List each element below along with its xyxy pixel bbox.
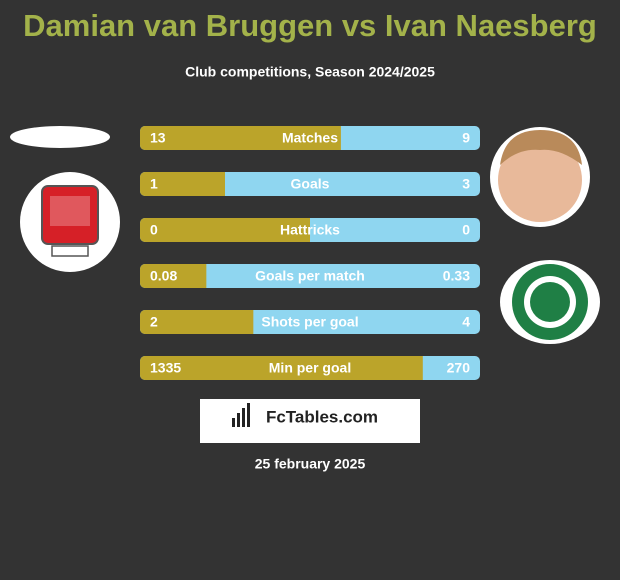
left-value: 13 (150, 130, 166, 146)
left-club-logo (20, 172, 120, 272)
right-value: 3 (462, 176, 470, 192)
subtitle: Club competitions, Season 2024/2025 (185, 64, 435, 80)
left-value: 1335 (150, 360, 181, 376)
title: Damian van Bruggen vs Ivan Naesberg (23, 8, 597, 43)
right-value: 4 (462, 314, 470, 330)
stat-label: Shots per goal (261, 314, 358, 330)
date: 25 february 2025 (255, 456, 366, 472)
left-bar (140, 310, 254, 334)
left-value: 0 (150, 222, 158, 238)
left-value: 1 (150, 176, 158, 192)
left-bar (140, 264, 207, 288)
stat-label: Min per goal (269, 360, 351, 376)
left-bar (140, 356, 423, 380)
left-bar (140, 218, 310, 242)
right-value: 0 (462, 222, 470, 238)
stat-label: Hattricks (280, 222, 340, 238)
stat-label: Goals (291, 176, 330, 192)
right-club-logo (500, 260, 600, 344)
right-value: 9 (462, 130, 470, 146)
left-value: 0.08 (150, 268, 177, 284)
left-bar (140, 172, 225, 196)
left-value: 2 (150, 314, 158, 330)
left-placeholder (10, 126, 110, 148)
right-value: 0.33 (443, 268, 470, 284)
player-photo (490, 127, 590, 227)
right-bar (140, 264, 480, 288)
brand-name: FcTables.com (266, 407, 378, 426)
left-bar (140, 126, 341, 150)
right-value: 270 (447, 360, 471, 376)
brand-box: FcTables.com (200, 399, 420, 443)
stat-label: Matches (282, 130, 338, 146)
stat-label: Goals per match (255, 268, 365, 284)
